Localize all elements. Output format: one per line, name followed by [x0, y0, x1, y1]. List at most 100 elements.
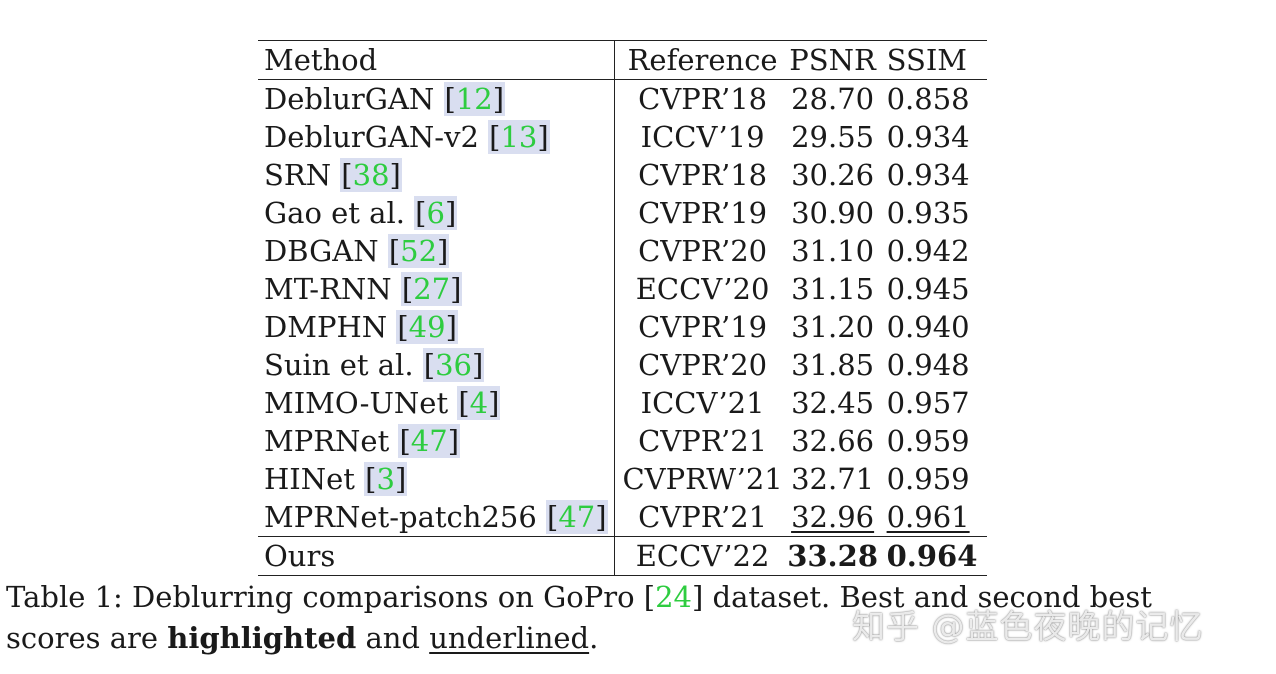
method-name: DeblurGAN — [264, 81, 435, 116]
citation-open-bracket: [ — [388, 233, 401, 268]
ssim-value: 0.959 — [886, 461, 970, 496]
ssim-value: 0.940 — [886, 309, 970, 344]
ssim-cell: 0.948 — [879, 346, 987, 384]
psnr-cell: 32.96 — [787, 498, 879, 537]
reference-cell: CVPR’19 — [638, 195, 768, 230]
caption-text-5: . — [589, 621, 599, 655]
results-table: Method Reference PSNR SSIM DeblurGAN [12… — [258, 40, 987, 576]
citation-number: 3 — [376, 461, 395, 496]
method-cell: MIMO-UNet [4] — [258, 384, 615, 422]
method-name: Gao et al. — [264, 195, 405, 230]
citation-link[interactable]: [52] — [387, 233, 450, 268]
caption-citation-link[interactable]: 24 — [655, 580, 693, 614]
method-name: HINet — [264, 461, 355, 496]
psnr-value: 30.90 — [791, 195, 875, 230]
reference-cell: CVPR’19 — [638, 309, 768, 344]
psnr-value-second-best: 32.96 — [791, 499, 875, 534]
watermark: 知乎 @蓝色夜晚的记忆 — [852, 607, 1204, 646]
citation-link[interactable]: [3] — [364, 461, 408, 496]
table-row: HINet [3] CVPRW’21 32.71 0.959 — [258, 460, 987, 498]
citation-close-bracket: ] — [445, 309, 457, 344]
ssim-value-second-best: 0.961 — [886, 499, 970, 534]
psnr-cell: 29.55 — [787, 118, 879, 156]
citation-close-bracket: ] — [537, 119, 549, 154]
caption-cite-open: [ — [643, 580, 656, 614]
citation-link[interactable]: [27] — [400, 271, 463, 306]
psnr-cell: 31.85 — [787, 346, 879, 384]
caption-cite-close: ] — [692, 580, 704, 614]
citation-open-bracket: [ — [415, 195, 427, 230]
psnr-value: 30.26 — [791, 157, 875, 192]
method-cell: Suin et al. [36] — [258, 346, 615, 384]
citation-link[interactable]: [47] — [546, 499, 608, 534]
ssim-value: 0.957 — [886, 385, 970, 420]
table-row: DBGAN [52] CVPR’20 31.10 0.942 — [258, 232, 987, 270]
psnr-cell: 31.10 — [787, 232, 879, 270]
citation-link[interactable]: [38] — [340, 157, 402, 192]
method-name: SRN — [264, 157, 332, 192]
ssim-cell: 0.942 — [879, 232, 987, 270]
citation-close-bracket: ] — [595, 499, 607, 534]
table-row: SRN [38] CVPR’18 30.26 0.934 — [258, 156, 987, 194]
ssim-value: 0.934 — [886, 119, 970, 154]
header-reference: Reference — [627, 42, 778, 77]
psnr-cell: 32.66 — [787, 422, 879, 460]
table-row: Gao et al. [6] CVPR’19 30.90 0.935 — [258, 194, 987, 232]
ssim-value: 0.959 — [886, 423, 970, 458]
citation-number: 36 — [435, 347, 472, 382]
citation-close-bracket: ] — [394, 461, 407, 496]
ssim-cell: 0.858 — [879, 80, 987, 119]
ssim-value: 0.935 — [886, 195, 970, 230]
method-cell: DBGAN [52] — [258, 232, 615, 270]
citation-open-bracket: [ — [365, 461, 377, 496]
psnr-value: 31.10 — [791, 233, 875, 268]
citation-link[interactable]: [12] — [443, 81, 506, 116]
reference-cell: CVPR’18 — [638, 157, 768, 192]
method-cell: SRN [38] — [258, 156, 615, 194]
method-cell: Gao et al. [6] — [258, 194, 615, 232]
psnr-cell: 28.70 — [787, 80, 879, 119]
reference-cell: ECCV’20 — [635, 271, 770, 306]
citation-link[interactable]: [36] — [422, 347, 485, 382]
table-row: DeblurGAN-v2 [13] ICCV’19 29.55 0.934 — [258, 118, 987, 156]
citation-number: 6 — [426, 195, 445, 230]
method-name: MT-RNN — [264, 271, 392, 306]
method-cell: MPRNet [47] — [258, 422, 615, 460]
citation-open-bracket: [ — [547, 499, 559, 534]
citation-open-bracket: [ — [401, 271, 414, 306]
table-row: MT-RNN [27] ECCV’20 31.15 0.945 — [258, 270, 987, 308]
reference-cell: CVPR’21 — [638, 499, 768, 534]
method-name: MPRNet — [264, 423, 390, 458]
table-row: DMPHN [49] CVPR’19 31.20 0.940 — [258, 308, 987, 346]
psnr-value: 32.66 — [791, 423, 875, 458]
ssim-cell: 0.961 — [879, 498, 987, 537]
table-row: MPRNet [47] CVPR’21 32.66 0.959 — [258, 422, 987, 460]
citation-link[interactable]: [6] — [414, 195, 458, 230]
citation-link[interactable]: [47] — [398, 423, 461, 458]
table-row-ours: Ours ECCV’22 33.28 0.964 — [258, 536, 987, 576]
psnr-value: 32.71 — [791, 461, 875, 496]
method-name: Suin et al. — [264, 347, 414, 382]
caption-text-3: scores are — [6, 621, 168, 655]
citation-link[interactable]: [49] — [396, 309, 458, 344]
method-name: MIMO-UNet — [264, 385, 449, 420]
citation-link[interactable]: [13] — [488, 119, 550, 154]
reference-cell: CVPRW’21 — [622, 461, 783, 496]
ssim-cell-ours-best: 0.964 — [886, 538, 978, 573]
citation-number: 47 — [410, 423, 448, 458]
citation-close-bracket: ] — [444, 195, 457, 230]
ssim-value: 0.858 — [886, 81, 970, 116]
citation-link[interactable]: [4] — [457, 385, 501, 420]
citation-open-bracket: [ — [423, 347, 436, 382]
citation-close-bracket: ] — [471, 347, 484, 382]
citation-open-bracket: [ — [458, 385, 470, 420]
psnr-cell: 30.26 — [787, 156, 879, 194]
table-row: MIMO-UNet [4] ICCV’21 32.45 0.957 — [258, 384, 987, 422]
header-ssim: SSIM — [886, 42, 967, 77]
ssim-value: 0.934 — [886, 157, 970, 192]
citation-open-bracket: [ — [399, 423, 411, 458]
header-method: Method — [258, 40, 615, 80]
citation-number: 38 — [352, 157, 390, 192]
caption-text-4: and — [356, 621, 430, 655]
psnr-value: 31.15 — [791, 271, 875, 306]
